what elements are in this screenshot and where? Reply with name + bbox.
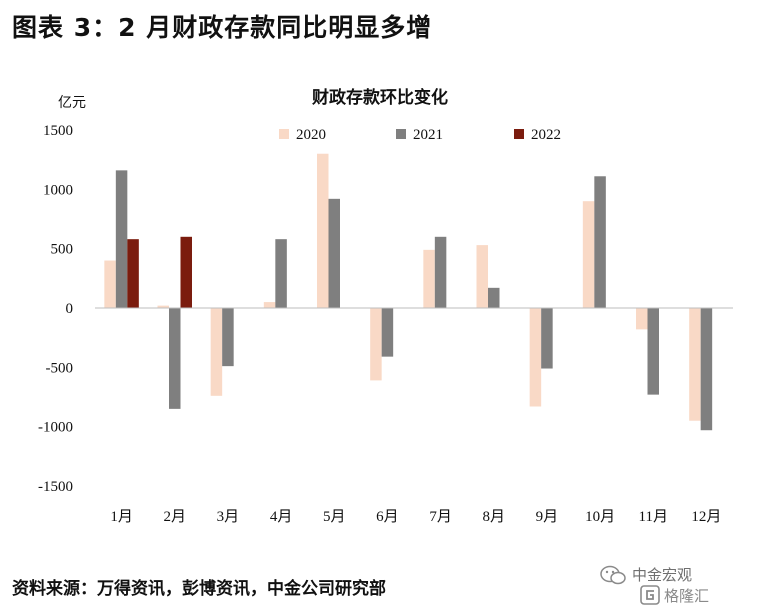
bar-2021-12	[700, 308, 713, 431]
legend-label-2022: 2022	[531, 127, 561, 143]
y-tick-label: 1000	[43, 182, 73, 198]
y-tick-label: 0	[66, 301, 74, 317]
bar-2021-7	[434, 236, 447, 308]
x-tick-label: 11月	[639, 509, 668, 525]
y-axis: 1500 1000 500 0 -500 -1000 -1500	[38, 123, 73, 495]
bar-2021-1	[115, 170, 128, 308]
bars	[104, 153, 713, 431]
legend-label-2020: 2020	[296, 127, 326, 143]
x-tick-label: 7月	[429, 509, 452, 525]
figure-title: 图表 3：2 月财政存款同比明显多增	[12, 13, 433, 42]
bar-2020-11	[636, 308, 648, 330]
bar-2020-7	[423, 249, 435, 308]
legend-swatch-2020	[279, 129, 289, 139]
x-tick-label: 3月	[217, 509, 240, 525]
y-tick-label: -1000	[38, 420, 73, 436]
bar-2021-9	[541, 308, 553, 369]
bar-2022-2	[180, 236, 192, 308]
bar-2022-1	[127, 239, 139, 308]
gelonghui-logo-icon	[640, 585, 660, 605]
bar-2020-1	[104, 260, 116, 308]
y-tick-label: -1500	[38, 479, 73, 495]
x-tick-label: 10月	[585, 509, 615, 525]
y-tick-label: 500	[51, 242, 74, 258]
bar-2020-5	[317, 153, 329, 308]
watermark-gelonghui: 格隆汇	[664, 587, 710, 605]
bar-2021-10	[594, 176, 606, 308]
source-note: 资料来源：万得资讯，彭博资讯，中金公司研究部	[12, 579, 386, 599]
x-tick-label: 2月	[163, 509, 186, 525]
x-tick-label: 9月	[536, 509, 559, 525]
bar-2021-11	[647, 308, 659, 395]
chart-title: 财政存款环比变化	[311, 87, 448, 107]
bar-2020-3	[210, 308, 223, 396]
bar-2021-2	[169, 308, 181, 409]
legend-swatch-2022	[514, 129, 524, 139]
x-tick-label: 6月	[376, 509, 399, 525]
bar-2020-12	[689, 308, 701, 421]
x-tick-label: 8月	[482, 509, 505, 525]
x-tick-label: 12月	[691, 509, 721, 525]
bar-2021-3	[222, 308, 234, 367]
x-tick-label: 1月	[110, 509, 133, 525]
bar-2020-6	[370, 308, 382, 381]
legend-label-2021: 2021	[413, 127, 443, 143]
bar-2020-9	[529, 308, 542, 407]
bar-2021-8	[488, 287, 500, 308]
watermark-wechat-account: 中金宏观	[632, 566, 693, 584]
y-tick-label: 1500	[43, 123, 73, 139]
y-axis-unit: 亿元	[58, 95, 86, 111]
y-tick-label: -500	[46, 360, 74, 376]
wechat-icon	[600, 565, 626, 585]
bar-2020-4	[263, 302, 276, 308]
bar-2021-4	[275, 239, 287, 308]
bar-2020-10	[582, 201, 595, 308]
x-axis: 1月 2月 3月 4月 5月 6月 7月 8月 9月 10月 11月 12月	[110, 509, 721, 525]
legend: 2020 2021 2022	[279, 127, 561, 143]
x-tick-label: 4月	[270, 509, 293, 525]
x-tick-label: 5月	[323, 509, 346, 525]
bar-2020-8	[476, 245, 488, 308]
legend-swatch-2021	[396, 129, 406, 139]
bar-2021-6	[381, 308, 394, 357]
bar-2020-2	[157, 305, 169, 308]
bar-2021-5	[328, 198, 340, 308]
